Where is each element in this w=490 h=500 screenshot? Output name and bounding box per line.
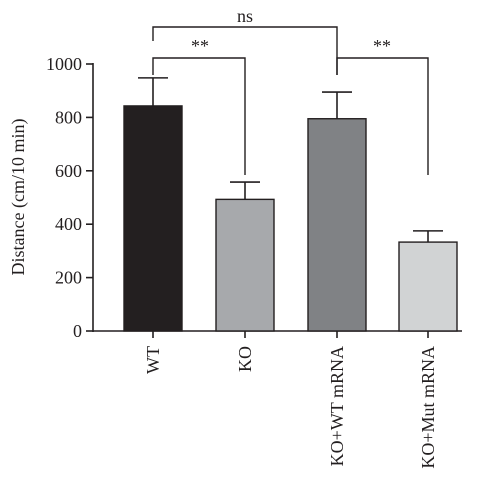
bar-ko-wt-mrna [307, 118, 367, 332]
y-tick-label: 400 [55, 214, 82, 234]
x-tick-label: WT [143, 346, 163, 374]
significance-label: ** [373, 36, 391, 56]
bar-wt [123, 105, 183, 332]
y-tick-label: 600 [55, 161, 82, 181]
significance-bracket [152, 57, 246, 175]
x-tick-label: KO [235, 346, 255, 372]
y-tick-label: 800 [55, 107, 82, 127]
bar-ko-mut-mrna [398, 241, 458, 332]
y-tick-label: 1000 [46, 54, 82, 74]
bar-ko [215, 198, 275, 332]
significance-bracket [336, 57, 429, 175]
significance-bracket [152, 26, 338, 75]
x-tick-label: KO+Mut mRNA [418, 346, 438, 469]
x-tick-label: KO+WT mRNA [327, 346, 347, 466]
significance-label: ns [237, 6, 253, 26]
y-axis-label: Distance (cm/10 min) [8, 119, 29, 276]
y-tick-label: 200 [55, 268, 82, 288]
significance-label: ** [191, 36, 209, 56]
y-tick-label: 0 [73, 321, 82, 341]
